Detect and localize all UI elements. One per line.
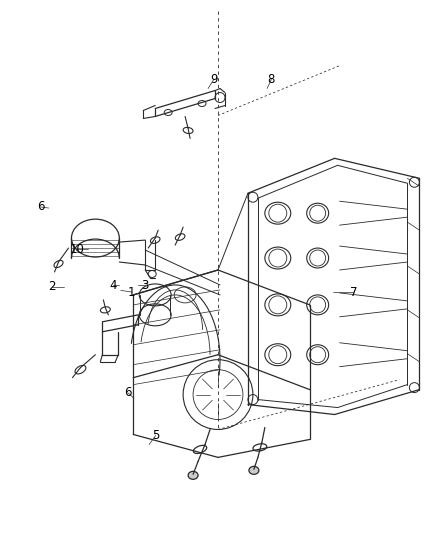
Text: 1: 1 <box>128 286 135 298</box>
Text: 3: 3 <box>141 279 148 292</box>
Text: 7: 7 <box>350 286 357 298</box>
Text: 5: 5 <box>152 429 159 442</box>
Text: 6: 6 <box>124 386 132 399</box>
Text: 6: 6 <box>37 200 45 214</box>
Ellipse shape <box>249 466 259 474</box>
Text: 2: 2 <box>49 280 56 293</box>
Text: 9: 9 <box>210 73 218 86</box>
Text: 4: 4 <box>110 279 117 292</box>
Ellipse shape <box>188 471 198 479</box>
Text: 8: 8 <box>268 73 275 86</box>
Text: 10: 10 <box>70 243 85 256</box>
